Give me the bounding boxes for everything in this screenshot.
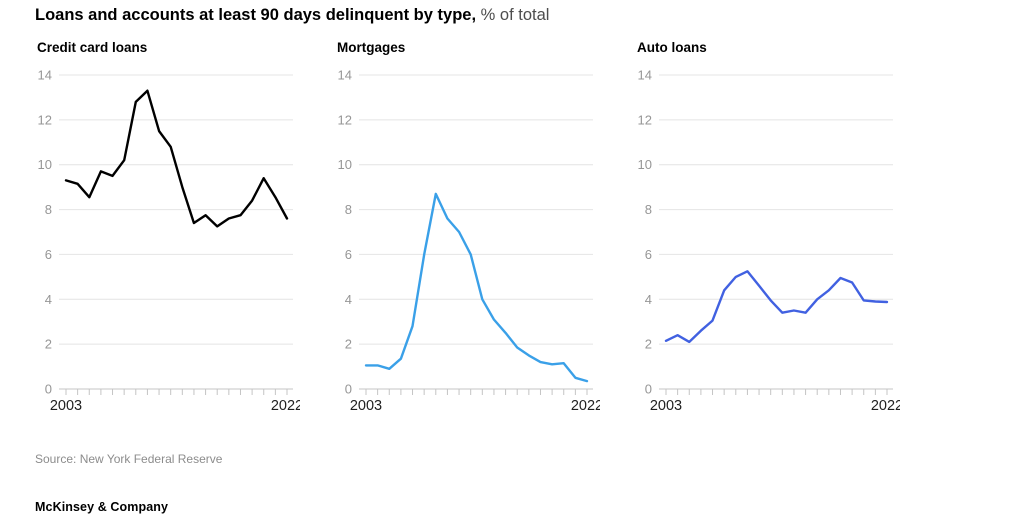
page-title-unit: % of total (476, 6, 550, 24)
y-axis-tick-label: 12 (638, 112, 652, 127)
page-title: Loans and accounts at least 90 days deli… (35, 5, 549, 25)
y-axis-tick-label: 12 (338, 112, 352, 127)
y-axis-tick-label: 6 (45, 247, 52, 262)
y-axis-tick-label: 8 (45, 202, 52, 217)
line-chart-auto-loans: 0 2 4 6 8 10 12 14 2003 2022 (638, 68, 904, 415)
y-axis-tick-label: 2 (45, 337, 52, 352)
y-axis-tick-label: 14 (638, 68, 652, 83)
series-line (364, 192, 589, 383)
source-note: Source: New York Federal Reserve (35, 452, 223, 466)
y-axis-tick-label: 6 (345, 247, 352, 262)
x-axis-tick-label: 2022 (871, 398, 900, 413)
y-axis-tick-label: 0 (45, 382, 52, 397)
chart-credit-card-loans: Credit card loans 0 2 4 6 8 10 12 14 2003 2022 (35, 40, 304, 418)
x-axis-tick-label: 2003 (50, 398, 82, 413)
y-axis-tick-label: 8 (645, 202, 652, 217)
y-axis-tick-label: 6 (645, 247, 652, 262)
y-axis-tick-label: 4 (345, 292, 352, 307)
y-axis-tick-label: 14 (38, 68, 52, 83)
y-axis-tick-label: 14 (338, 68, 352, 83)
series-line (664, 270, 889, 344)
x-axis-tick-label: 2022 (271, 398, 300, 413)
y-axis-tick-label: 0 (645, 382, 652, 397)
y-axis-tick-label: 8 (345, 202, 352, 217)
chart-auto-loans: Auto loans 0 2 4 6 8 10 12 14 2003 2022 (635, 40, 904, 418)
brand-logo: McKinsey & Company (35, 500, 169, 514)
x-axis-tick-label: 2003 (350, 398, 382, 413)
y-axis-tick-label: 0 (345, 382, 352, 397)
y-axis-tick-label: 10 (638, 157, 652, 172)
chart-title-mortgages: Mortgages (337, 40, 406, 55)
chart-title-credit-card-loans: Credit card loans (37, 40, 148, 55)
y-axis-tick-label: 4 (45, 292, 52, 307)
charts-row: Credit card loans 0 2 4 6 8 10 12 14 2003 2022 Mo… (35, 40, 935, 418)
y-axis-tick-label: 4 (645, 292, 652, 307)
y-axis-tick-label: 2 (645, 337, 652, 352)
y-axis-tick-label: 10 (338, 157, 352, 172)
x-axis-tick-label: 2022 (571, 398, 600, 413)
y-axis-tick-label: 12 (38, 112, 52, 127)
chart-mortgages: Mortgages 0 2 4 6 8 10 12 14 2003 2022 (335, 40, 604, 418)
series-line (64, 89, 289, 228)
x-axis-tick-label: 2003 (650, 398, 682, 413)
y-axis-tick-label: 2 (345, 337, 352, 352)
chart-title-auto-loans: Auto loans (637, 40, 707, 55)
page-title-text: Loans and accounts at least 90 days deli… (35, 6, 477, 24)
line-chart-mortgages: 0 2 4 6 8 10 12 14 2003 2022 (338, 68, 604, 415)
line-chart-credit-card-loans: 0 2 4 6 8 10 12 14 2003 2022 (38, 68, 304, 415)
y-axis-tick-label: 10 (38, 157, 52, 172)
